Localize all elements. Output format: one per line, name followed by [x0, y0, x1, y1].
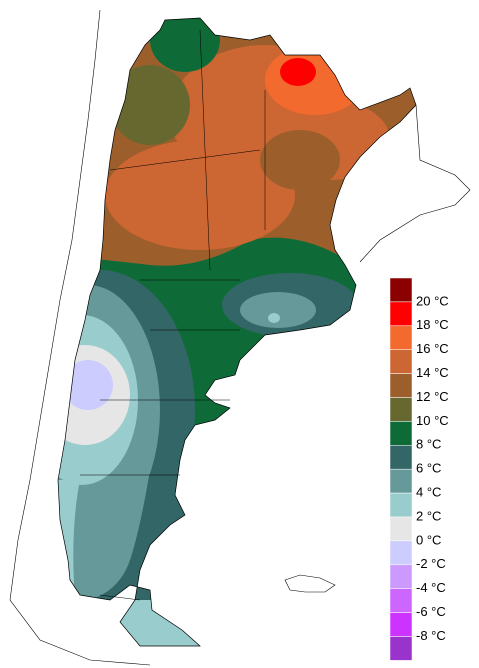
legend-label: 18 °C — [416, 317, 449, 332]
legend-swatch — [389, 636, 413, 661]
legend-label: 12 °C — [416, 389, 449, 404]
legend-swatch — [389, 421, 413, 446]
legend-label: 6 °C — [416, 461, 441, 476]
legend-swatch — [389, 588, 413, 613]
legend-label: 10 °C — [416, 413, 449, 428]
legend-swatch — [389, 516, 413, 542]
legend-swatch — [389, 540, 413, 566]
legend: 20 °C 18 °C 16 °C 14 °C 12 °C 10 °C 8 °C 6 °C 4 … — [389, 277, 449, 661]
islands — [284, 574, 336, 593]
legend-label: -4 °C — [416, 580, 446, 595]
legend-swatch — [389, 301, 413, 327]
legend-label: -8 °C — [416, 628, 446, 643]
legend-label: -6 °C — [416, 604, 446, 619]
legend-label: 14 °C — [416, 365, 449, 380]
legend-label: 8 °C — [416, 437, 441, 452]
legend-swatch — [389, 445, 413, 470]
uruguay-outline — [359, 104, 471, 263]
province-borders — [80, 29, 266, 601]
legend-swatch — [389, 397, 413, 422]
legend-swatch — [389, 277, 413, 303]
legend-swatch — [389, 373, 413, 398]
chile-outline — [9, 9, 151, 666]
legend-swatch — [389, 468, 413, 494]
legend-swatch — [389, 325, 413, 350]
legend-swatch — [389, 349, 413, 374]
legend-label: 0 °C — [416, 532, 441, 547]
legend-label: 2 °C — [416, 508, 441, 523]
legend-label: -2 °C — [416, 556, 446, 571]
legend-swatch — [389, 612, 413, 637]
legend-label: 16 °C — [416, 341, 449, 356]
legend-label: 4 °C — [416, 485, 441, 500]
country-outline — [57, 17, 417, 647]
legend-label: 20 °C — [416, 293, 449, 308]
legend-swatch — [389, 564, 413, 589]
legend-swatch — [389, 492, 413, 518]
